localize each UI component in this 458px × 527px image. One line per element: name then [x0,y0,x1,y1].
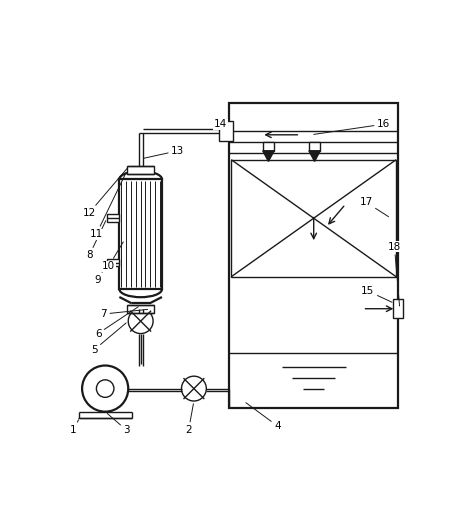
Text: 17: 17 [360,197,388,217]
Text: 11: 11 [90,172,126,239]
Bar [127,305,154,313]
Text: 14: 14 [214,119,227,129]
Text: 7: 7 [100,309,147,319]
Polygon shape [263,151,274,161]
Text: 13: 13 [143,146,185,158]
Bar [229,103,398,408]
Text: 8: 8 [86,221,106,260]
Text: 5: 5 [91,323,126,355]
Text: 18: 18 [388,241,401,306]
Bar [219,121,233,141]
Bar [127,166,154,174]
Polygon shape [309,151,320,161]
Text: 4: 4 [246,403,281,431]
Text: 16: 16 [314,119,390,134]
Bar [309,142,320,151]
Text: 6: 6 [95,307,138,338]
Bar [120,179,162,289]
Text: 15: 15 [361,286,392,302]
Text: 12: 12 [82,168,127,218]
Bar [107,259,120,267]
Text: 1: 1 [70,420,79,435]
Text: 9: 9 [95,265,106,285]
Bar [393,299,403,318]
Text: 2: 2 [185,404,193,435]
Bar [263,142,274,151]
Text: 3: 3 [107,414,130,435]
Bar [107,214,120,222]
Bar [231,160,396,277]
Text: 10: 10 [102,242,123,271]
